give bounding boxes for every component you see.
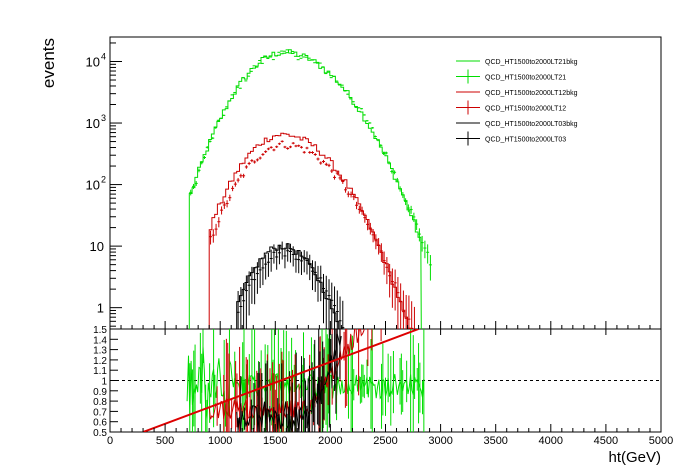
ratio-y-tick-label: 1.4 [93,335,107,346]
y-tick-label: 10 [86,54,100,69]
legend-item: QCD_HT1500to2000LT12 [456,100,566,115]
ratio-y-tick-label: 0.6 [93,418,107,429]
y-tick-label: 10 [86,178,100,193]
y-tick-exponent: 4 [101,51,106,61]
y-tick-exponent: 2 [101,175,106,185]
ratio-y-tick-label: 1.1 [93,366,107,377]
ratio-y-tick-label: 0.9 [93,387,107,398]
axes: 0 500 1000 1500 2000 2500 3000 3500 4000 4500 5000… [86,42,673,447]
legend-label: QCD_HT1500to2000LT21 [485,75,566,82]
legend-label: QCD_HT1500to2000LT12 [485,106,566,113]
series-5 [236,241,345,329]
ratio-y-tick-label: 0.7 [93,407,107,418]
series-2 [208,132,411,329]
legend-label: QCD_HT1500to2000LT12bkg [485,90,578,97]
series-line [188,49,422,329]
ratio-line [236,333,342,432]
main-plot-frame [109,36,662,330]
legend-item: QCD_HT1500to2000LT21 [456,69,566,84]
x-tick-label: 500 [156,435,174,447]
legend-label: QCD_HT1500to2000LT03 [485,137,566,144]
legend-item: QCD_HT1500to2000LT03bkg [456,121,578,128]
x-axis-label: ht(GeV) [608,449,661,466]
series-3 [209,140,415,329]
legend-label: QCD_HT1500to2000LT03bkg [485,121,578,128]
legend-label: QCD_HT1500to2000LT21bkg [485,59,578,66]
x-tick-label: 3500 [483,435,507,447]
legend-item: QCD_HT1500to2000LT03 [456,131,566,146]
ratio-y-tick-label: 1 [101,377,107,388]
ratio-y-tick-label: 0.5 [93,428,107,439]
x-tick-label: 2500 [373,435,397,447]
y-tick-label: 1 [97,301,104,316]
legend-item: QCD_HT1500to2000LT21bkg [456,59,578,66]
y-tick-label: 10 [90,239,104,254]
y-tick-label: 10 [86,116,100,131]
x-tick-label: 1500 [263,435,287,447]
ratio-y-tick-label: 1.3 [93,346,107,357]
ratio-y-tick-label: 1.5 [93,325,107,336]
main-plot-border [109,36,662,330]
legend: QCD_HT1500to2000LT21bkg QCD_HT1500to2000L… [456,59,578,146]
ratio-y-tick-label: 0.8 [93,397,107,408]
x-tick-label: 4500 [594,435,618,447]
y-axis-label: events [39,38,58,88]
x-tick-label: 1000 [208,435,232,447]
x-tick-label: 3000 [428,435,452,447]
ratio-curves [142,329,425,432]
ratio-y-tick-label: 1.2 [93,356,107,367]
x-tick-label: 4000 [539,435,563,447]
x-tick-label: 5000 [649,435,673,447]
y-tick-exponent: 3 [101,113,106,123]
x-tick-label: 0 [107,435,113,447]
ratio-fit-line [142,329,419,432]
series-line [208,132,411,329]
series-1 [189,49,432,281]
legend-item: QCD_HT1500to2000LT12bkg [456,90,578,97]
series-0 [188,49,422,329]
data-curves [188,49,432,329]
x-tick-label: 2000 [318,435,342,447]
